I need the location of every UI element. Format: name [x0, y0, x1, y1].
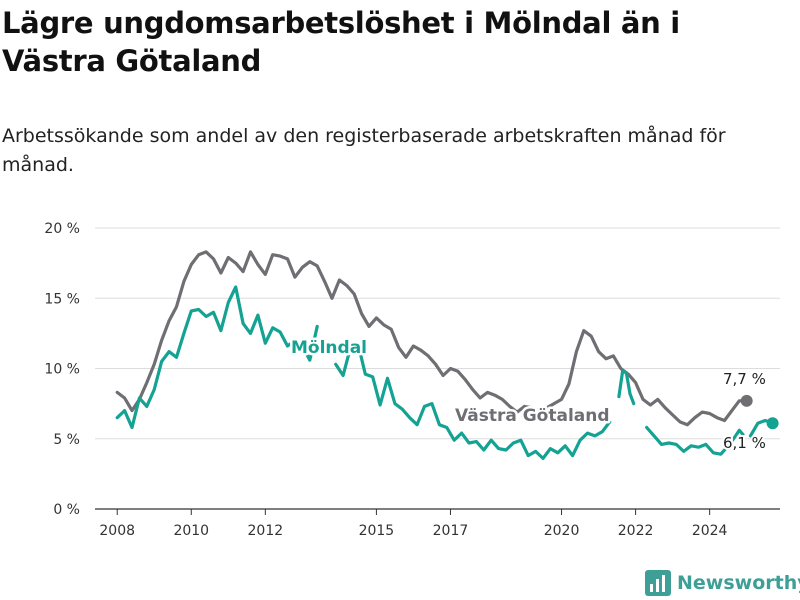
- y-tick-label: 15 %: [44, 291, 80, 307]
- x-tick-label: 2017: [433, 523, 469, 539]
- labels: Mölndal Västra Götaland 7,7 % 6,1 %: [289, 336, 768, 455]
- series-name-molndal: Mölndal: [291, 338, 367, 358]
- y-tick-label: 0 %: [53, 502, 80, 518]
- end-value-vastra: 7,7 %: [723, 370, 766, 388]
- series-name-vastra: Västra Götaland: [455, 406, 610, 426]
- x-tick-label: 2012: [248, 523, 284, 539]
- series-line-molndal: [617, 369, 636, 406]
- y-tick-label: 5 %: [53, 432, 80, 448]
- brand-logo: Newsworthy: [645, 570, 800, 596]
- series-line-molndal: [115, 285, 319, 430]
- chart-title: Lägre ungdomsarbetslöshet i Mölndal än i…: [2, 6, 680, 78]
- gridlines: [95, 227, 780, 440]
- end-value-molndal: 6,1 %: [723, 434, 766, 452]
- axes: 0 % 5 % 10 % 15 % 20 % 2008 2010 2012 2015 2017 20…: [44, 221, 780, 539]
- series-line-vastra: [115, 250, 749, 427]
- x-tick-label: 2015: [359, 523, 395, 539]
- x-tick-label: 2010: [173, 523, 209, 539]
- chart-subtitle: Arbetssökande som andel av den registerb…: [2, 125, 726, 176]
- x-tick-label: 2022: [618, 523, 654, 539]
- series-line-molndal: [334, 341, 612, 460]
- bar-chart-icon: [645, 570, 671, 596]
- end-point-molndal: [766, 417, 779, 430]
- series-lines: [115, 250, 779, 460]
- series-line-molndal: [645, 425, 745, 456]
- end-point-vastra: [740, 394, 753, 407]
- y-tick-label: 10 %: [44, 362, 80, 378]
- brand-name: Newsworthy: [677, 572, 800, 594]
- x-tick-label: 2008: [99, 523, 135, 539]
- x-tick-label: 2024: [692, 523, 728, 539]
- y-tick-label: 20 %: [44, 221, 80, 237]
- x-tick-label: 2020: [544, 523, 580, 539]
